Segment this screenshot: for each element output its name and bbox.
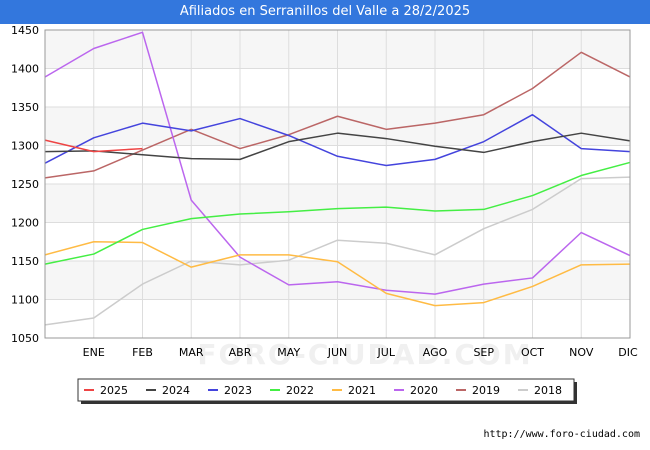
series-line-2025 xyxy=(44,139,143,153)
y-tick-label: 1150 xyxy=(11,255,39,268)
x-tick-label: SEP xyxy=(473,346,494,359)
legend-label: 2021 xyxy=(348,384,376,397)
footer-url: http://www.foro-ciudad.com xyxy=(483,429,640,440)
y-tick-label: 1050 xyxy=(11,332,39,345)
y-tick-label: 1300 xyxy=(11,140,39,153)
legend-label: 2022 xyxy=(286,384,314,397)
x-tick-label: ABR xyxy=(229,346,252,359)
series-line-2020 xyxy=(44,31,631,295)
legend-label: 2024 xyxy=(162,384,190,397)
legend-label: 2023 xyxy=(224,384,252,397)
y-tick-label: 1200 xyxy=(11,217,39,230)
legend-label: 2019 xyxy=(472,384,500,397)
x-axis-ticks: ENE FEB MAR ABR MAY JUN JUL AGO SEP OCT NOV DIC xyxy=(83,346,638,359)
y-tick-label: 1100 xyxy=(11,294,39,307)
x-tick-label: DIC xyxy=(618,346,638,359)
plot-frame xyxy=(44,29,631,339)
series-lines xyxy=(44,31,631,326)
legend-label: 2025 xyxy=(100,384,128,397)
legend-box xyxy=(77,378,575,402)
x-tick-label: JUL xyxy=(377,346,396,359)
x-tick-label: FEB xyxy=(132,346,153,359)
y-tick-label: 1350 xyxy=(11,101,39,114)
x-tick-label: MAR xyxy=(179,346,204,359)
series-line-2018 xyxy=(44,176,631,326)
y-tick-label: 1250 xyxy=(11,178,39,191)
x-tick-label: ENE xyxy=(83,346,105,359)
x-tick-label: AGO xyxy=(423,346,448,359)
series-line-2024 xyxy=(44,132,631,161)
x-tick-label: NOV xyxy=(569,346,594,359)
x-tick-label: JUN xyxy=(327,346,348,359)
watermark: FORO-CIUDAD.COM xyxy=(197,338,532,371)
chart-title: Afiliados en Serranillos del Valle a 28/… xyxy=(0,0,650,24)
y-tick-label: 1400 xyxy=(11,63,39,76)
line-chart: FORO-CIUDAD.COM 1050 1100 1150 1200 1250 1300… xyxy=(11,24,638,404)
legend: 2025 2024 2023 2022 2021 2020 2019 2018 xyxy=(77,378,577,404)
series-line-2023 xyxy=(44,113,631,167)
series-line-2019 xyxy=(44,51,631,179)
series-line-2022 xyxy=(44,161,631,265)
y-axis-ticks: 1050 1100 1150 1200 1250 1300 1350 1400 1450 xyxy=(11,24,39,345)
x-tick-label: MAY xyxy=(277,346,300,359)
legend-label: 2018 xyxy=(534,384,562,397)
y-tick-label: 1450 xyxy=(11,24,39,37)
series-line-2021 xyxy=(44,241,631,307)
x-tick-label: OCT xyxy=(521,346,544,359)
legend-label: 2020 xyxy=(410,384,438,397)
